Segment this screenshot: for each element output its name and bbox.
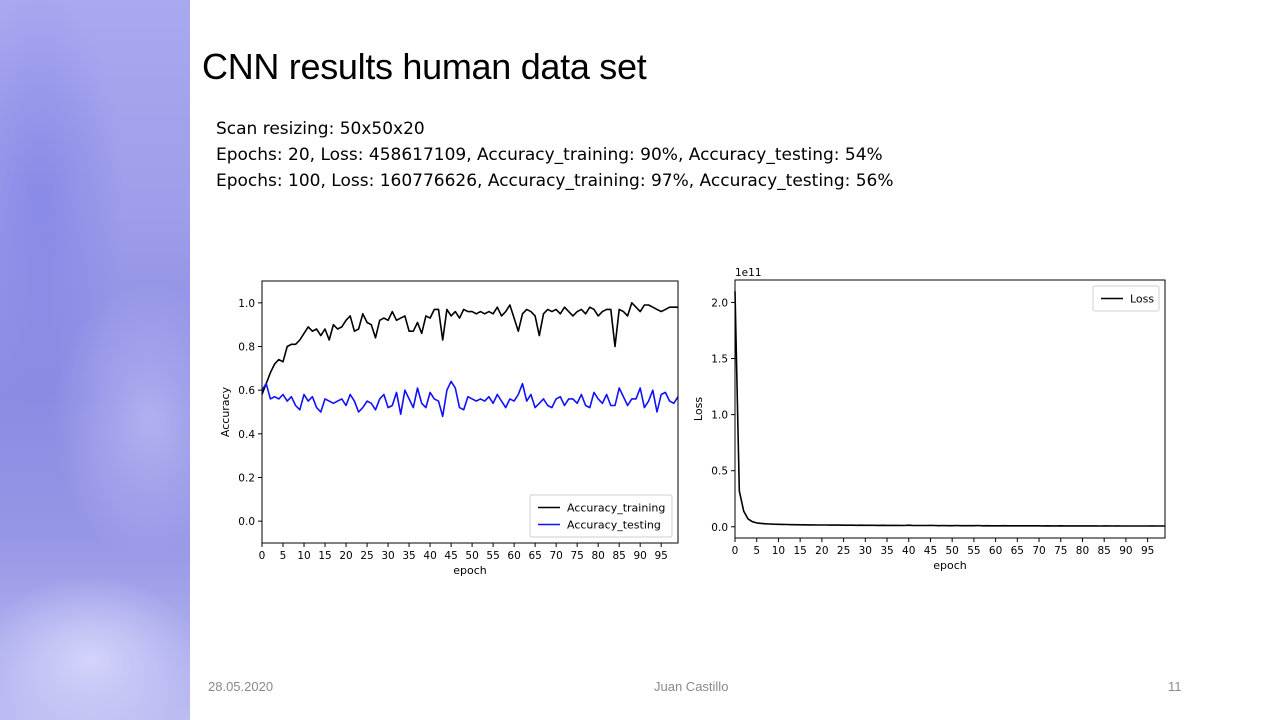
x-tick-label: 45 — [924, 545, 937, 557]
series-line-accuracy-testing — [261, 380, 679, 418]
x-tick-label: 45 — [444, 550, 457, 562]
x-tick-label: 30 — [859, 545, 872, 557]
x-axis-label: epoch — [933, 559, 967, 572]
y-tick-label: 0.2 — [238, 473, 255, 485]
footer-author: Juan Castillo — [654, 679, 729, 694]
legend: Loss — [1092, 285, 1160, 312]
x-tick-label: 35 — [402, 550, 415, 562]
footer-page-number: 11 — [1168, 679, 1182, 694]
x-tick-label: 20 — [815, 545, 828, 557]
x-tick-label: 90 — [1119, 545, 1132, 557]
x-tick-label: 10 — [772, 545, 785, 557]
x-tick-label: 75 — [570, 550, 583, 562]
y-tick-label: 0.6 — [238, 385, 255, 397]
x-tick-label: 35 — [880, 545, 893, 557]
series-line-loss — [734, 291, 1165, 527]
loss-chart: 0 5 10 15 20 25 30 35 40 45 50 55 60 65 70 75 80 85 90 95 0.… — [692, 267, 1166, 572]
epochs-20-line: Epochs: 20, Loss: 458617109, Accuracy_tr… — [216, 145, 883, 165]
axis-offset-text: 1e11 — [735, 267, 762, 279]
y-tick-label: 0.0 — [238, 516, 255, 528]
y-tick-label: 1.0 — [711, 410, 728, 422]
x-tick-label: 95 — [1141, 545, 1154, 557]
x-tick-label: 60 — [989, 545, 1002, 557]
y-tick-label: 2.0 — [711, 297, 728, 309]
x-tick-label: 60 — [507, 550, 520, 562]
x-tick-label: 15 — [793, 545, 806, 557]
legend: Accuracy_training Accuracy_testing — [529, 494, 673, 538]
plot-frame — [734, 279, 1166, 539]
y-tick-label: 1.0 — [238, 298, 255, 310]
legend-entry: Loss — [1130, 293, 1154, 306]
x-tick-label: 65 — [1011, 545, 1024, 557]
y-tick-label: 0.8 — [238, 342, 255, 354]
results-summary: Scan resizing: 50x50x20 Epochs: 20, Loss… — [216, 116, 894, 194]
y-tick-label: 1.5 — [711, 354, 728, 366]
x-tick-label: 0 — [259, 550, 266, 562]
x-tick-label: 95 — [655, 550, 668, 562]
x-axis-label: epoch — [453, 564, 487, 577]
y-axis-label: Accuracy — [219, 386, 232, 437]
x-tick-label: 20 — [339, 550, 352, 562]
x-tick-label: 70 — [549, 550, 562, 562]
y-axis-label: Loss — [692, 397, 705, 421]
scan-resizing-line: Scan resizing: 50x50x20 — [216, 119, 425, 139]
x-tick-label: 75 — [1054, 545, 1067, 557]
x-tick-label: 5 — [280, 550, 287, 562]
x-tick-label: 85 — [612, 550, 625, 562]
y-tick-label: 0.5 — [711, 466, 728, 478]
x-tick-label: 30 — [381, 550, 394, 562]
x-tick-label: 55 — [486, 550, 499, 562]
y-tick-label: 0.0 — [711, 522, 728, 534]
x-tick-label: 65 — [528, 550, 541, 562]
x-tick-label: 50 — [945, 545, 958, 557]
legend-box — [529, 494, 673, 538]
x-tick-label: 80 — [1076, 545, 1089, 557]
y-tick-label: 0.4 — [238, 429, 255, 441]
x-tick-label: 5 — [753, 545, 760, 557]
x-tick-label: 70 — [1032, 545, 1045, 557]
x-tick-label: 90 — [633, 550, 646, 562]
accuracy-chart: 0 5 10 15 20 25 30 35 40 45 50 55 60 65 70 75 80 85 90 95 0.… — [219, 280, 679, 577]
footer-date: 28.05.2020 — [208, 679, 274, 694]
x-tick-label: 40 — [902, 545, 915, 557]
legend-entry: Accuracy_training — [567, 502, 665, 515]
x-tick-label: 40 — [423, 550, 436, 562]
decorative-side-band — [0, 0, 190, 720]
x-tick-label: 80 — [591, 550, 604, 562]
x-tick-label: 55 — [967, 545, 980, 557]
slide-title: CNN results human data set — [202, 46, 647, 87]
x-tick-label: 15 — [318, 550, 331, 562]
x-tick-label: 25 — [360, 550, 373, 562]
x-tick-label: 85 — [1098, 545, 1111, 557]
legend-box — [1092, 285, 1160, 312]
legend-entry: Accuracy_testing — [567, 519, 661, 532]
x-tick-label: 25 — [837, 545, 850, 557]
plot-frame — [261, 280, 679, 544]
x-tick-label: 10 — [297, 550, 310, 562]
x-tick-label: 50 — [465, 550, 478, 562]
epochs-100-line: Epochs: 100, Loss: 160776626, Accuracy_t… — [216, 171, 894, 191]
x-tick-label: 0 — [732, 545, 739, 557]
series-line-accuracy-training — [261, 301, 678, 395]
